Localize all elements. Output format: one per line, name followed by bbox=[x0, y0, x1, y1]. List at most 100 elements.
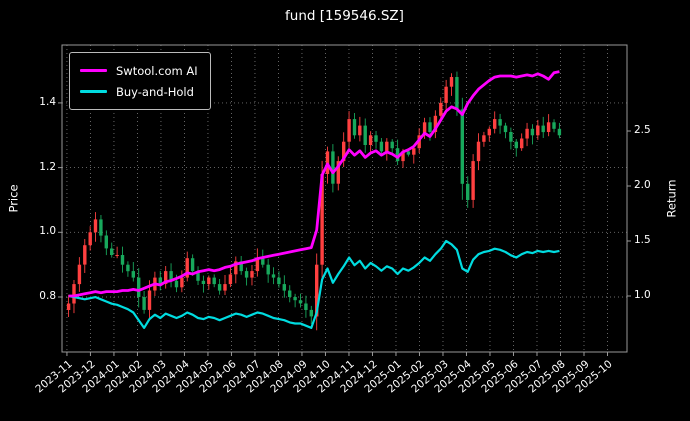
candle-body bbox=[498, 119, 502, 126]
candle-body bbox=[309, 309, 313, 317]
candle-body bbox=[525, 128, 529, 139]
candle-body bbox=[422, 122, 427, 136]
candle-body bbox=[99, 219, 103, 236]
candle-body bbox=[536, 125, 540, 136]
legend-label-bh: Buy-and-Hold bbox=[116, 84, 194, 99]
y-tick-label-left: 0.8 bbox=[39, 290, 56, 302]
candle-body bbox=[244, 271, 249, 278]
candle-body bbox=[228, 274, 233, 285]
y-tick-label-right: 2.0 bbox=[634, 179, 651, 191]
candle-body bbox=[120, 255, 125, 265]
candle-body bbox=[401, 151, 405, 162]
candle-body bbox=[277, 277, 281, 285]
candle-body bbox=[196, 271, 200, 281]
candle-body bbox=[552, 122, 556, 129]
candle-body bbox=[185, 258, 189, 278]
candle-body bbox=[439, 102, 443, 116]
candle-body bbox=[390, 141, 394, 149]
candle-body bbox=[466, 183, 470, 200]
candle-body bbox=[250, 271, 254, 278]
legend-item-bh: Buy-and-Hold bbox=[80, 81, 198, 102]
chart-title: fund [159546.SZ] bbox=[285, 8, 404, 24]
candle-body bbox=[180, 277, 184, 288]
candle-body bbox=[444, 86, 448, 103]
candle-body bbox=[266, 264, 270, 275]
candle-body bbox=[368, 135, 373, 145]
candle-body bbox=[320, 174, 324, 265]
y-tick-label-left: 1.0 bbox=[39, 225, 56, 238]
candle-body bbox=[514, 141, 518, 149]
candle-body bbox=[395, 148, 400, 162]
candle-body bbox=[169, 271, 173, 281]
candle-body bbox=[77, 264, 82, 285]
candle-body bbox=[509, 132, 513, 142]
candle-body bbox=[217, 284, 222, 291]
legend-label-ai: Swtool.com AI bbox=[116, 63, 198, 78]
candle-body bbox=[530, 128, 535, 136]
candle-body bbox=[239, 261, 243, 272]
candle-body bbox=[104, 235, 108, 249]
candle-body bbox=[110, 248, 114, 255]
candle-body bbox=[433, 115, 438, 132]
legend: Swtool.com AI Buy-and-Hold bbox=[69, 52, 211, 110]
candle-body bbox=[190, 258, 195, 272]
candle-body bbox=[282, 284, 286, 291]
candle-body bbox=[352, 119, 357, 136]
candle-body bbox=[115, 255, 119, 256]
candle-body bbox=[255, 258, 260, 272]
candle-body bbox=[158, 277, 162, 285]
candle-body bbox=[347, 119, 351, 142]
candle-body bbox=[304, 303, 308, 310]
candle-body bbox=[412, 148, 416, 155]
candle-body bbox=[406, 151, 411, 155]
candle-body bbox=[331, 151, 335, 184]
y-tick-label-left: 1.4 bbox=[39, 95, 56, 108]
ai-line-swatch bbox=[80, 69, 107, 72]
candle-body bbox=[546, 122, 551, 132]
candle-body bbox=[223, 284, 227, 291]
candle-body bbox=[363, 125, 367, 145]
candle-body bbox=[234, 261, 238, 275]
candle-body bbox=[201, 280, 206, 284]
candle-body bbox=[385, 141, 389, 152]
candle-body bbox=[342, 141, 346, 162]
candle-body bbox=[460, 109, 464, 184]
candle-body bbox=[293, 297, 297, 301]
candle-body bbox=[482, 135, 486, 142]
candle-body bbox=[261, 258, 265, 265]
candle-body bbox=[126, 264, 130, 272]
candle-body bbox=[455, 77, 459, 110]
candle-body bbox=[336, 161, 340, 184]
candle-body bbox=[142, 297, 146, 310]
candle-body bbox=[147, 290, 152, 310]
candle-body bbox=[271, 274, 276, 278]
buy-and-hold-swatch bbox=[80, 90, 107, 93]
candle-body bbox=[449, 77, 454, 87]
y-tick-label-left: 1.2 bbox=[39, 160, 56, 173]
candle-body bbox=[93, 219, 98, 233]
candle-body bbox=[428, 122, 432, 132]
candle-body bbox=[541, 125, 545, 133]
candle-body bbox=[212, 277, 216, 285]
y-tick-label-right: 1.5 bbox=[634, 234, 651, 246]
candle-body bbox=[493, 119, 497, 129]
candle-body bbox=[471, 161, 475, 200]
candle-body bbox=[66, 303, 71, 310]
y-axis-label-price: Price bbox=[6, 184, 21, 213]
candle-body bbox=[374, 135, 378, 142]
y-tick-label-right: 2.5 bbox=[634, 124, 651, 137]
candle-body bbox=[358, 125, 362, 136]
candle-body bbox=[288, 290, 292, 297]
plot-border bbox=[61, 44, 628, 353]
candle-body bbox=[88, 232, 92, 246]
candle-body bbox=[557, 128, 562, 136]
candle-body bbox=[164, 271, 168, 284]
ai-strategy-line bbox=[68, 70, 560, 298]
candle-body bbox=[131, 271, 135, 278]
candle-body bbox=[72, 284, 76, 304]
candle-body bbox=[520, 138, 524, 149]
buy-and-hold-line bbox=[68, 239, 560, 329]
candle-body bbox=[174, 280, 179, 288]
